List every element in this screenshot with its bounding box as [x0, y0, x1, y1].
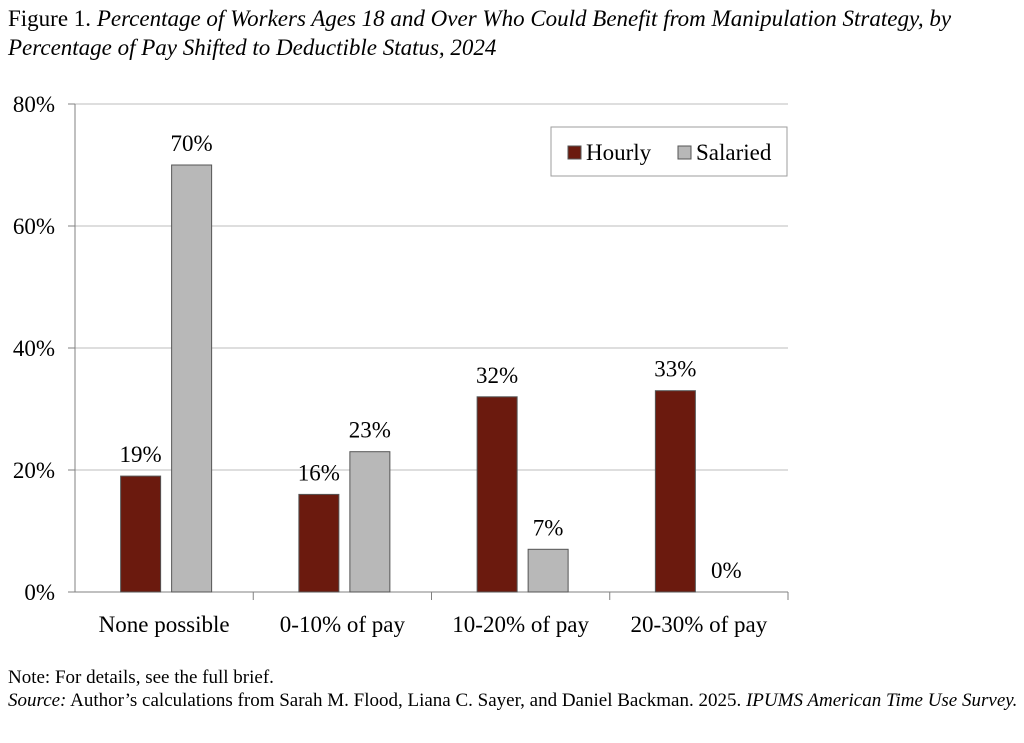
- data-label: 19%: [120, 442, 162, 467]
- data-label: 23%: [349, 418, 391, 443]
- bar-hourly: [654, 390, 696, 593]
- x-tick-label: 10-20% of pay: [452, 612, 589, 637]
- y-tick-label: 0%: [24, 580, 55, 605]
- bar-hourly: [120, 475, 162, 593]
- figure-label: Figure 1.: [8, 6, 92, 31]
- source-line: Source: Author’s calculations from Sarah…: [8, 689, 1018, 712]
- note-text: Note: For details, see the full brief.: [8, 667, 274, 688]
- legend-box: [550, 126, 788, 177]
- source-text: Author’s calculations from Sarah M. Floo…: [66, 690, 746, 711]
- y-tick-label: 80%: [13, 92, 55, 117]
- data-label: 7%: [533, 515, 564, 540]
- bar-hourly: [298, 493, 340, 593]
- y-tick-label: 60%: [13, 214, 55, 239]
- legend-label-salaried: Salaried: [696, 140, 772, 165]
- legend-swatch-hourly: [567, 145, 582, 160]
- legend-swatch-salaried: [677, 145, 692, 160]
- bar-hourly: [476, 396, 518, 593]
- x-tick-label: 0-10% of pay: [280, 612, 406, 637]
- chart-notes: Note: For details, see the full brief. S…: [8, 666, 1018, 712]
- figure-title: Figure 1. Percentage of Workers Ages 18 …: [8, 4, 1013, 62]
- bar-salaried: [527, 548, 569, 593]
- bar-salaried: [171, 164, 213, 593]
- legend-label-hourly: Hourly: [586, 140, 652, 165]
- y-tick-label: 40%: [13, 336, 55, 361]
- x-tick-label: None possible: [99, 612, 230, 637]
- y-tick-label: 20%: [13, 458, 55, 483]
- data-label: 0%: [711, 558, 742, 583]
- bar-salaried: [349, 451, 391, 593]
- figure-title-text: Percentage of Workers Ages 18 and Over W…: [8, 6, 952, 60]
- data-label: 16%: [298, 460, 340, 485]
- x-tick-label: 20-30% of pay: [631, 612, 768, 637]
- source-publication: IPUMS American Time Use Survey.: [745, 690, 1018, 711]
- data-label: 33%: [654, 357, 696, 382]
- data-label: 70%: [171, 131, 213, 156]
- data-label: 32%: [476, 363, 518, 388]
- source-label: Source:: [8, 690, 67, 711]
